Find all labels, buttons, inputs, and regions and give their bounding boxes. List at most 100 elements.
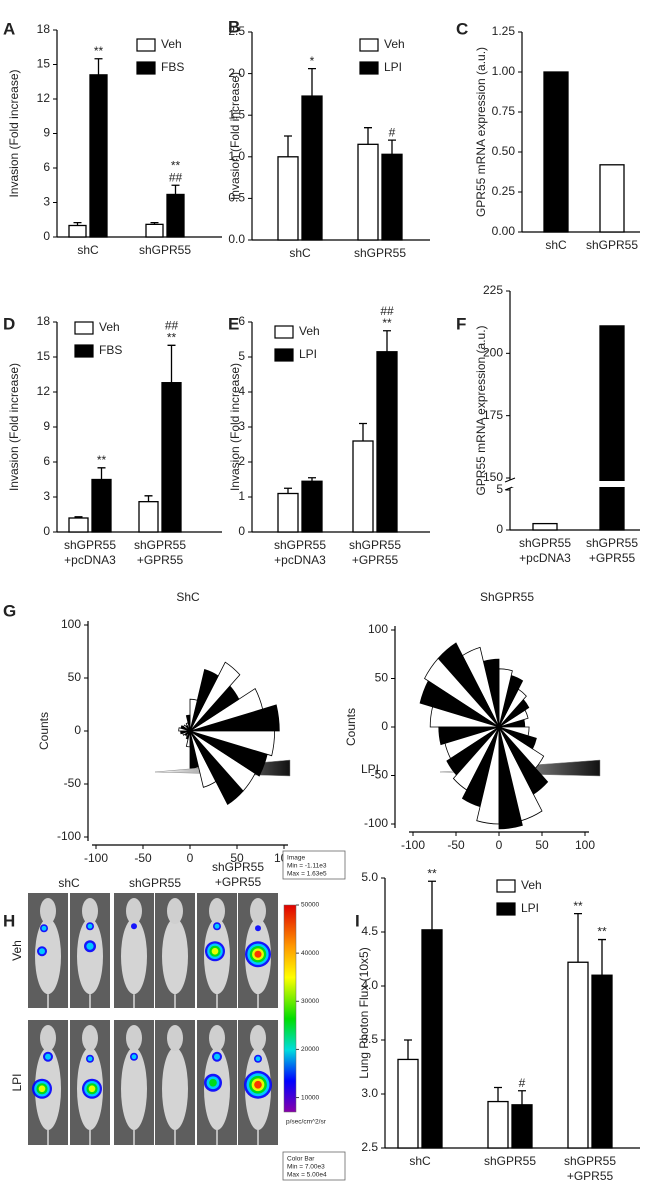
x-tick-label: 50 — [230, 851, 244, 865]
column-label: shGPR55 — [129, 876, 181, 890]
y-tick-label: 5 — [496, 482, 503, 496]
axis-break — [504, 477, 516, 483]
panel-letter: H — [3, 911, 15, 930]
x-tick-label: +pcDNA3 — [519, 551, 571, 565]
signal-blob — [254, 1080, 262, 1089]
mouse-body — [162, 918, 188, 995]
x-tick-label: 100 — [575, 838, 595, 852]
panel-letter: F — [456, 314, 466, 333]
significance-label: # — [519, 1076, 526, 1090]
mouse-body — [77, 918, 103, 995]
info-text: Min = 7.00e3 — [287, 1164, 325, 1171]
y-tick-label: 6 — [43, 160, 50, 174]
bar — [138, 501, 159, 533]
error-bar — [428, 880, 436, 930]
rose-wedge — [498, 726, 545, 769]
info-text: Min = -1.11e3 — [287, 863, 327, 870]
y-tick-label: -50 — [371, 768, 389, 782]
y-tick-label: 1.5 — [228, 107, 245, 121]
legend-swatch — [359, 61, 379, 75]
x-tick-label: +pcDNA3 — [64, 553, 116, 567]
colorbar-tick-label: 30000 — [301, 998, 319, 1005]
legend-swatch — [74, 321, 94, 335]
signal-blob — [214, 1053, 220, 1060]
info-text: Max = 5.00e4 — [287, 1172, 327, 1179]
signal-blob — [209, 1078, 217, 1087]
y-tick-label: -100 — [364, 816, 388, 830]
signal-blob — [255, 1056, 261, 1062]
mouse-head — [126, 1025, 142, 1051]
rose-wedge — [498, 726, 549, 795]
bar — [301, 95, 323, 241]
row-label: LPI — [10, 1073, 24, 1091]
y-tick-label: 2.5 — [228, 24, 245, 38]
significance-label: ** — [171, 158, 181, 172]
mouse-head — [82, 898, 98, 924]
legend-label: Veh — [384, 37, 405, 51]
colorbar-tick-label: 50000 — [301, 902, 319, 909]
legend-swatch — [496, 879, 516, 893]
info-box — [282, 1151, 346, 1181]
mouse-head — [167, 1025, 183, 1051]
legend-label: LPI — [521, 901, 539, 915]
mouse-head — [209, 1025, 225, 1051]
y-tick-label: 175 — [483, 408, 503, 422]
bar — [89, 74, 108, 238]
bar — [511, 1104, 533, 1149]
panel-letter: B — [228, 17, 240, 36]
legend-swatch — [496, 902, 516, 916]
error-bar — [404, 1039, 412, 1060]
x-tick-label: +GPR55 — [137, 553, 184, 567]
bar — [145, 223, 164, 238]
y-tick-label: 150 — [483, 470, 503, 484]
signal-blob — [39, 948, 45, 955]
y-tick-label: 1.00 — [492, 64, 516, 78]
rose-wedge — [424, 657, 500, 728]
mouse-head — [40, 1025, 56, 1051]
y-tick-label: 50 — [68, 670, 82, 684]
column-label: shGPR55 — [212, 860, 264, 874]
legend-label: LPI — [299, 347, 317, 361]
info-box — [282, 850, 346, 880]
y-tick-label: 4.5 — [361, 924, 378, 938]
y-tick-label: 1 — [238, 489, 245, 503]
y-tick-label: 3 — [43, 489, 50, 503]
error-bar — [494, 1086, 502, 1102]
x-tick-label: 0 — [496, 838, 503, 852]
y-tick-label: 12 — [37, 91, 51, 105]
legend-label: FBS — [99, 343, 122, 357]
x-axis-label: LPI — [361, 762, 379, 776]
y-axis-label: Invasion (Fold increase) — [7, 363, 21, 491]
chart-title: ShGPR55 — [480, 590, 534, 604]
signal-blob — [88, 1085, 96, 1093]
x-tick-label: shGPR55 — [349, 538, 401, 552]
y-tick-label: 0.00 — [492, 224, 516, 238]
y-axis-label: Invasion (Fold increase) — [228, 363, 242, 491]
mouse-body — [121, 918, 147, 995]
bar — [591, 974, 613, 1149]
signal-blob — [214, 923, 220, 929]
y-tick-label: 3.5 — [361, 1032, 378, 1046]
significance-label: ** — [382, 316, 392, 330]
bar — [277, 156, 299, 241]
signal-blob — [131, 1054, 137, 1060]
y-tick-label: 1.25 — [492, 24, 516, 38]
x-tick-label: shGPR55 — [484, 1154, 536, 1168]
mouse-head — [167, 898, 183, 924]
y-tick-label: 0.75 — [492, 104, 516, 118]
mouse-head — [82, 1025, 98, 1051]
error-bar — [74, 516, 83, 518]
legend-label: Veh — [521, 878, 542, 892]
y-axis-label: GPR55 mRNA expression (a.u.) — [474, 47, 488, 217]
legend-swatch — [136, 61, 156, 75]
legend-label: FBS — [161, 60, 184, 74]
mouse-head — [209, 898, 225, 924]
signal-blob — [131, 923, 137, 930]
x-tick-label: shC — [409, 1154, 431, 1168]
x-tick-label: shGPR55 — [564, 1154, 616, 1168]
x-tick-label: -50 — [447, 838, 465, 852]
significance-label: ## — [380, 304, 394, 318]
error-bar — [574, 912, 582, 963]
significance-label: ** — [94, 44, 104, 58]
y-tick-label: -50 — [64, 776, 82, 790]
